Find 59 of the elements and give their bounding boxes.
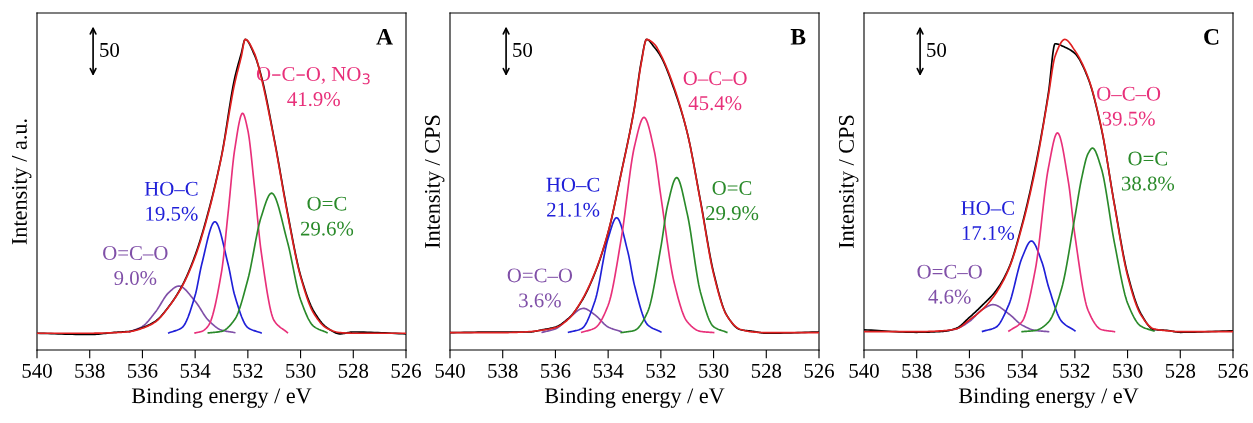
- series-label: O=C: [1128, 151, 1168, 166]
- x-tick-label: 532: [646, 363, 676, 378]
- annotation: 50: [100, 42, 120, 57]
- chart-title: A: [376, 28, 393, 45]
- x-tick-label: 530: [699, 363, 729, 378]
- x-tick-label: 532: [233, 363, 263, 378]
- y-axis-title: Intensity / CPS: [424, 115, 445, 248]
- x-tick-label: 526: [804, 363, 834, 378]
- x-tick-label: 540: [849, 363, 879, 378]
- x-tick-label: 528: [338, 363, 369, 378]
- x-tick-label: 528: [751, 363, 782, 378]
- x-tick-label: 534: [593, 363, 624, 378]
- annotation: 41.9%: [287, 92, 340, 107]
- x-tick-label: 534: [180, 363, 211, 378]
- annotation: 29.9%: [706, 206, 759, 221]
- x-tick-label: 538: [75, 363, 105, 378]
- series-label: HO–C: [144, 181, 198, 196]
- annotation: 50: [513, 42, 533, 57]
- x-axis-title: Binding energy / eV: [958, 387, 1139, 408]
- annotation: 4.6%: [928, 289, 971, 304]
- annotation: 9.0%: [114, 270, 157, 286]
- chart-title: C: [1204, 28, 1219, 45]
- text: O–C–O: [1097, 86, 1161, 101]
- text: O–C–O: [683, 71, 747, 86]
- annotation: 3.6%: [519, 293, 561, 308]
- x-tick-label: 536: [955, 363, 985, 378]
- x-tick-label: 526: [391, 363, 421, 378]
- x-tick-label: 534: [1007, 363, 1038, 378]
- x-tick-label: 540: [22, 363, 52, 378]
- annotation: 19.5%: [146, 206, 198, 221]
- annotation: 21.1%: [547, 202, 600, 217]
- annotation: 29.6%: [300, 221, 354, 236]
- x-tick-label: 532: [1060, 363, 1090, 378]
- series-label: HO–C: [546, 177, 600, 192]
- x-tick-label: 530: [1113, 363, 1143, 378]
- x-tick-label: 526: [1218, 363, 1248, 378]
- x-tick-label: 538: [488, 363, 518, 378]
- chart-title: B: [790, 29, 806, 45]
- annotation: 50: [927, 42, 947, 57]
- x-tick-label: 536: [128, 363, 158, 378]
- x-tick-label: 538: [902, 363, 932, 378]
- x-axis-title: Binding energy / eV: [131, 387, 312, 408]
- x-tick-label: 540: [435, 363, 465, 378]
- annotation: 39.5%: [1102, 111, 1155, 126]
- x-tick-label: 536: [541, 363, 571, 378]
- series-label: O=C–O: [507, 268, 573, 283]
- series-label: O=C: [712, 181, 752, 196]
- series-label: HO–C: [961, 200, 1014, 215]
- series-label: O=C–O: [917, 264, 982, 279]
- annotation: 38.8%: [1121, 176, 1175, 191]
- annotation: 45.4%: [688, 96, 742, 111]
- x-axis-title: Binding energy / eV: [544, 387, 725, 408]
- x-tick-label: 528: [1165, 363, 1196, 378]
- series-label: O=C: [307, 196, 347, 211]
- x-tick-label: 530: [286, 363, 316, 378]
- y-axis-title: Intensity / a.u.: [11, 119, 32, 245]
- annotation: 17.1%: [962, 225, 1015, 241]
- series-label: O=C–O: [103, 246, 168, 261]
- y-axis-title: Intensity / CPS: [838, 115, 859, 248]
